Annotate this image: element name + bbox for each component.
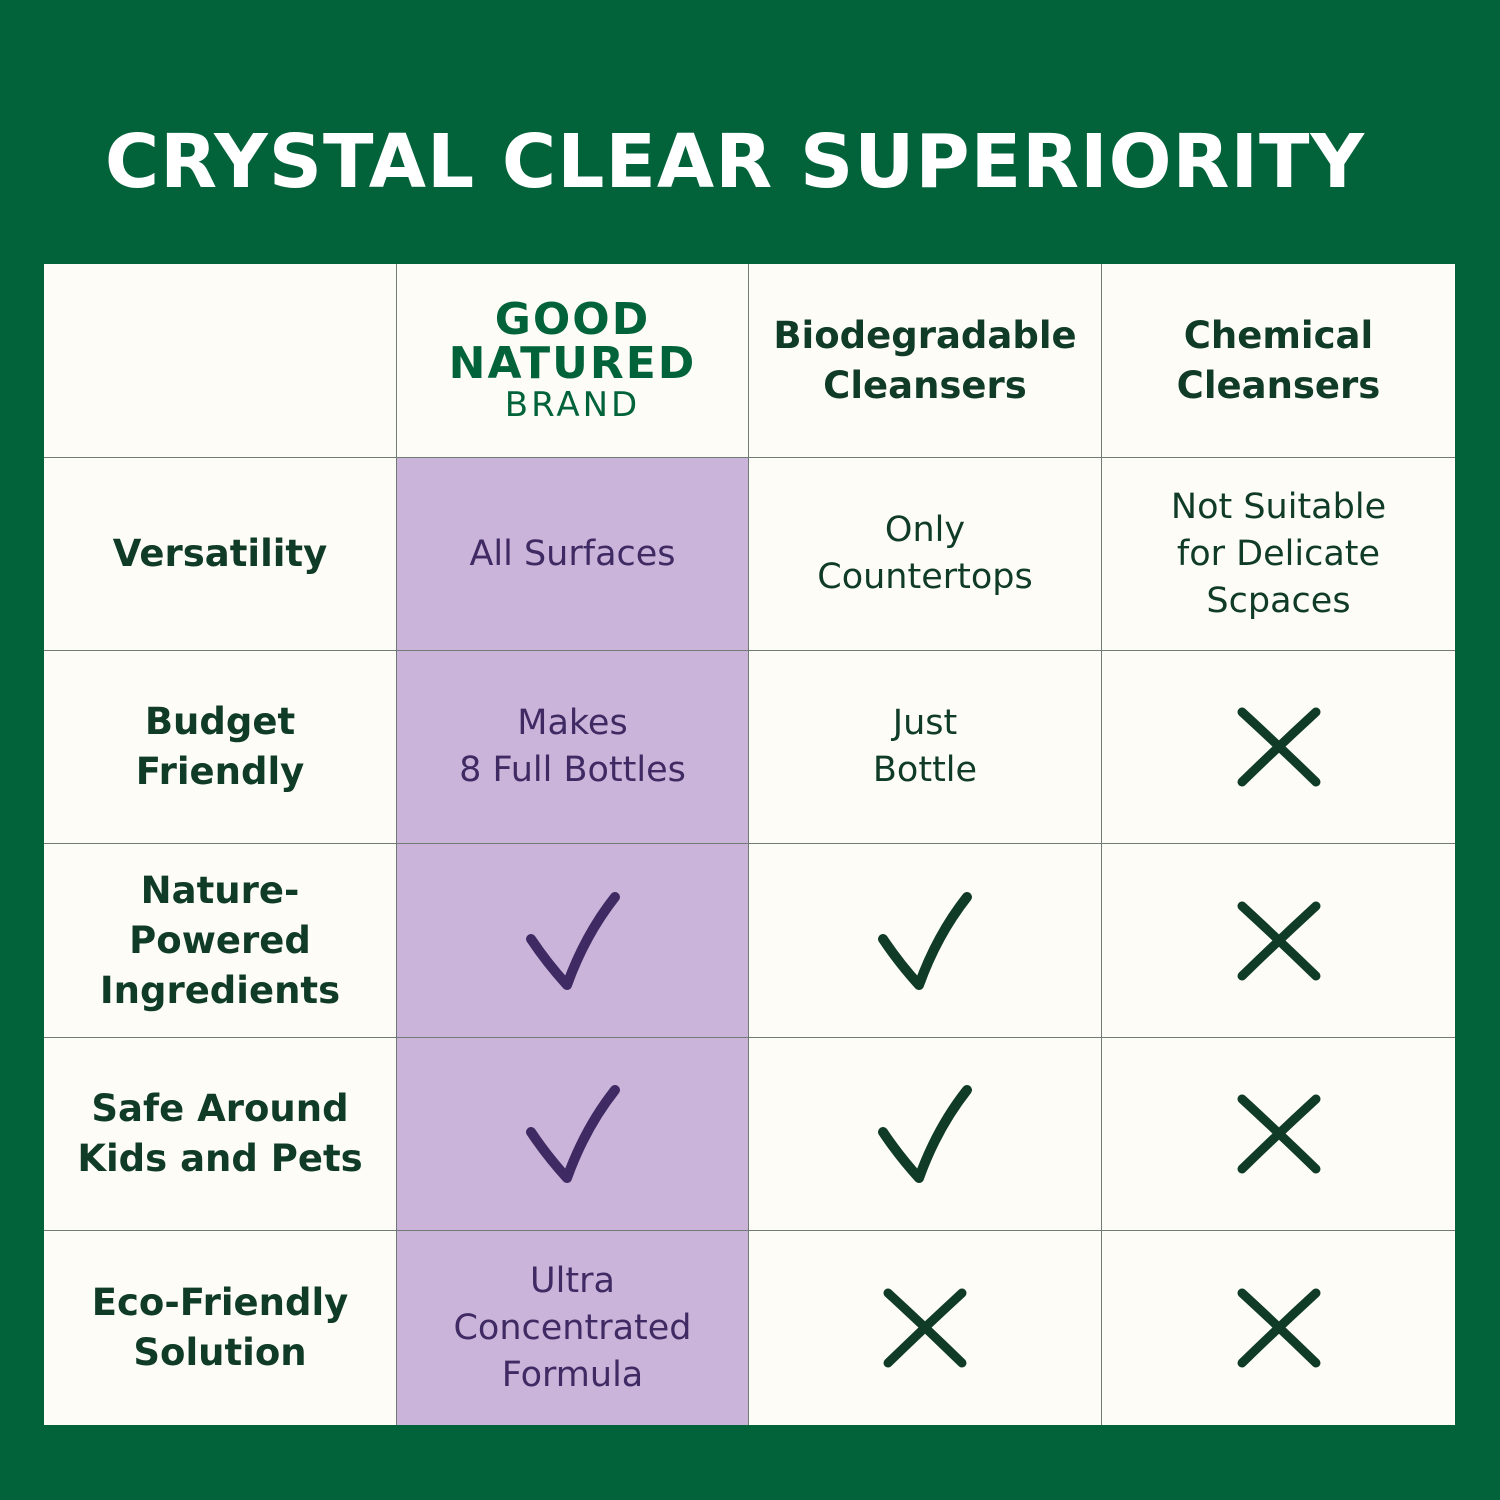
header-brand-cell: GOOD NATURED BRAND [397, 264, 749, 458]
row-label-cell: Budget Friendly [44, 651, 397, 844]
header-biodegradable-cell: Biodegradable Cleansers [749, 264, 1102, 458]
biodegradable-cell: Only Countertops [749, 458, 1102, 651]
row-label-versatility: Versatility [112, 532, 328, 575]
chemical-cell [1102, 651, 1455, 844]
check-icon [875, 1082, 975, 1186]
header-empty-cell [44, 264, 397, 458]
column-header-biodegradable: Biodegradable Cleansers [773, 313, 1077, 407]
brand-cell [397, 1038, 749, 1231]
column-header-chemical: Chemical Cleansers [1176, 313, 1381, 407]
brand-value: All Surfaces [469, 533, 676, 574]
x-icon [880, 1287, 970, 1369]
chemical-cell [1102, 1231, 1455, 1425]
logo-line-brand: BRAND [504, 384, 641, 425]
brand-value: Ultra Concentrated Formula [453, 1260, 692, 1395]
logo-line-natured: NATURED [448, 337, 697, 389]
comparison-table: GOOD NATURED BRAND Biodegradable Cleanse… [44, 264, 1455, 1425]
brand-logo: GOOD NATURED BRAND [448, 293, 697, 425]
biodegradable-cell [749, 844, 1102, 1038]
logo-line-good: GOOD [494, 293, 651, 345]
biodegradable-cell [749, 1231, 1102, 1425]
brand-cell: Ultra Concentrated Formula [397, 1231, 749, 1425]
chemical-cell [1102, 1038, 1455, 1231]
chemical-cell: Not Suitable for Delicate Scpaces [1102, 458, 1455, 651]
check-icon [523, 889, 623, 993]
check-icon [875, 889, 975, 993]
brand-cell: All Surfaces [397, 458, 749, 651]
brand-value: Makes 8 Full Bottles [459, 703, 686, 790]
row-label-cell: Safe Around Kids and Pets [44, 1038, 397, 1231]
check-icon [523, 1082, 623, 1186]
row-label-nature-powered: Nature- Powered Ingredients [99, 868, 341, 1012]
row-label-budget: Budget Friendly [135, 700, 305, 793]
brand-cell: Makes 8 Full Bottles [397, 651, 749, 844]
row-label-cell: Eco-Friendly Solution [44, 1231, 397, 1425]
header-chemical-cell: Chemical Cleansers [1102, 264, 1455, 458]
brand-cell [397, 844, 749, 1038]
row-label-safe: Safe Around Kids and Pets [77, 1087, 363, 1180]
row-label-cell: Versatility [44, 458, 397, 651]
page-title: CRYSTAL CLEAR SUPERIORITY [104, 119, 1366, 205]
x-icon [1234, 706, 1324, 788]
x-icon [1234, 900, 1324, 982]
biodegradable-cell [749, 1038, 1102, 1231]
x-icon [1234, 1287, 1324, 1369]
biodegradable-cell: Just Bottle [749, 651, 1102, 844]
chemical-value: Not Suitable for Delicate Scpaces [1170, 486, 1387, 621]
biodegradable-value: Only Countertops [817, 510, 1033, 597]
chemical-cell [1102, 844, 1455, 1038]
row-label-cell: Nature- Powered Ingredients [44, 844, 397, 1038]
x-icon [1234, 1093, 1324, 1175]
row-label-eco-friendly: Eco-Friendly Solution [91, 1281, 349, 1374]
biodegradable-value: Just Bottle [872, 703, 978, 790]
